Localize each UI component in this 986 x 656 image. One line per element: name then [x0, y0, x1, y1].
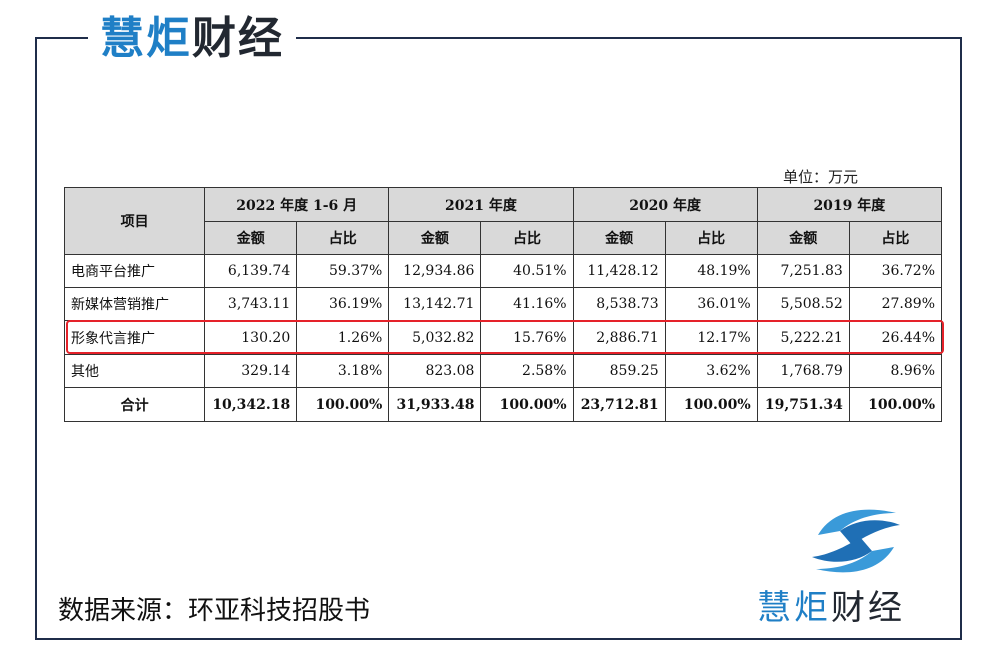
cell-ratio: 1.26% — [296, 320, 390, 355]
cell-amount: 8,538.73 — [572, 287, 666, 321]
row-label: 形象代言推广 — [63, 320, 206, 355]
unit-label: 单位：万元 — [783, 168, 859, 186]
header-row-periods: 项目 2022 年度 1-6 月 2021 年度 2020 年度 2019 年度 — [63, 187, 943, 255]
table-row: 新媒体营销推广 3,743.11 36.19% 13,142.71 41.16%… — [63, 287, 943, 321]
cell-amount: 859.25 — [572, 354, 666, 388]
header-period: 2022 年度 1-6 月 — [204, 187, 390, 222]
cell-amount: 5,508.52 — [756, 287, 850, 321]
cell-amount: 3,743.11 — [204, 287, 298, 321]
cell-amount: 6,139.74 — [204, 254, 298, 288]
cell-ratio: 8.96% — [848, 354, 943, 388]
header-amount: 金额 — [388, 221, 482, 255]
row-label: 新媒体营销推广 — [63, 287, 206, 321]
brand-logo-bottom: 慧炬财经 — [757, 580, 905, 629]
cell-ratio: 59.37% — [296, 254, 390, 288]
cell-ratio: 26.44% — [848, 320, 943, 355]
cell-ratio: 3.18% — [296, 354, 390, 388]
cell-amount: 23,712.81 — [572, 387, 666, 422]
brand-name-part2: 财经 — [192, 13, 284, 64]
table-row-highlighted: 形象代言推广 130.20 1.26% 5,032.82 15.76% 2,88… — [63, 320, 943, 355]
cell-ratio: 100.00% — [296, 387, 390, 422]
cell-amount: 5,222.21 — [756, 320, 850, 355]
header-item: 项目 — [63, 187, 206, 255]
header-ratio: 占比 — [480, 221, 574, 255]
header-period: 2021 年度 — [388, 187, 574, 222]
header-ratio: 占比 — [664, 221, 758, 255]
header-period: 2019 年度 — [756, 187, 943, 222]
header-amount: 金额 — [204, 221, 298, 255]
header-row-measures: 金额 占比 金额 占比 金额 占比 金额 占比 — [65, 221, 943, 255]
cell-amount: 12,934.86 — [388, 254, 482, 288]
header-ratio: 占比 — [296, 221, 390, 255]
cell-amount: 11,428.12 — [572, 254, 666, 288]
brand-emblem-icon — [812, 509, 900, 573]
cell-ratio: 100.00% — [480, 387, 574, 422]
highlight-box — [66, 320, 944, 354]
data-source-caption: 数据来源：环亚科技招股书 — [58, 596, 371, 626]
cell-ratio: 36.19% — [296, 287, 390, 321]
cell-ratio: 36.72% — [848, 254, 943, 288]
cell-ratio: 2.58% — [480, 354, 574, 388]
cell-amount: 2,886.71 — [572, 320, 666, 355]
brand-logo-top: 慧炬 财经 — [88, 6, 296, 64]
cell-ratio: 36.01% — [664, 287, 758, 321]
row-label: 合计 — [63, 387, 206, 422]
cell-amount: 31,933.48 — [388, 387, 482, 422]
row-label: 电商平台推广 — [63, 254, 206, 288]
row-label: 其他 — [63, 354, 206, 388]
cell-amount: 13,142.71 — [388, 287, 482, 321]
table-row: 电商平台推广 6,139.74 59.37% 12,934.86 40.51% … — [63, 254, 943, 288]
header-ratio: 占比 — [848, 221, 943, 255]
cell-amount: 329.14 — [204, 354, 298, 388]
cell-amount: 1,768.79 — [756, 354, 850, 388]
brand-name-part1: 慧炬 — [100, 13, 192, 64]
cell-ratio: 100.00% — [664, 387, 758, 422]
cell-ratio: 3.62% — [664, 354, 758, 388]
header-amount: 金额 — [572, 221, 666, 255]
cell-ratio: 27.89% — [848, 287, 943, 321]
cell-amount: 823.08 — [388, 354, 482, 388]
cell-ratio: 48.19% — [664, 254, 758, 288]
header-period: 2020 年度 — [572, 187, 758, 222]
content-frame — [35, 37, 962, 640]
cell-amount: 130.20 — [204, 320, 298, 355]
cell-ratio: 40.51% — [480, 254, 574, 288]
cell-ratio: 41.16% — [480, 287, 574, 321]
promotion-expense-table: 项目 2022 年度 1-6 月 2021 年度 2020 年度 2019 年度… — [63, 187, 943, 422]
table-row-total: 合计 10,342.18 100.00% 31,933.48 100.00% 2… — [63, 387, 943, 422]
cell-amount: 10,342.18 — [204, 387, 298, 422]
cell-amount: 19,751.34 — [756, 387, 850, 422]
brand-name-part1: 慧炬 — [757, 588, 831, 628]
cell-ratio: 100.00% — [848, 387, 943, 422]
header-amount: 金额 — [756, 221, 850, 255]
cell-amount: 7,251.83 — [756, 254, 850, 288]
table-row: 其他 329.14 3.18% 823.08 2.58% 859.25 3.62… — [63, 354, 943, 388]
brand-name-part2: 财经 — [831, 588, 905, 628]
